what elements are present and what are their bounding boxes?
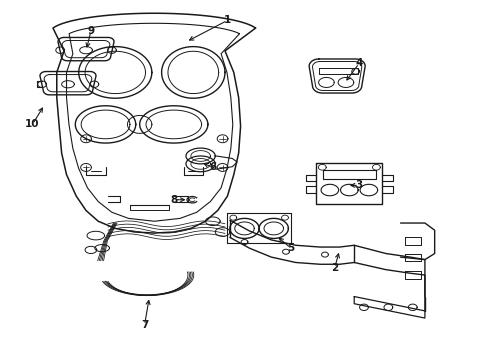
Text: 2: 2 (330, 263, 338, 273)
Text: 7: 7 (141, 320, 148, 330)
Text: 10: 10 (25, 120, 40, 129)
Text: 4: 4 (355, 58, 362, 68)
Text: 6: 6 (209, 162, 216, 172)
Text: 9: 9 (87, 26, 94, 36)
Text: 3: 3 (355, 180, 362, 190)
Text: 1: 1 (224, 15, 231, 26)
Text: 8: 8 (170, 195, 177, 205)
Text: 5: 5 (286, 243, 294, 253)
